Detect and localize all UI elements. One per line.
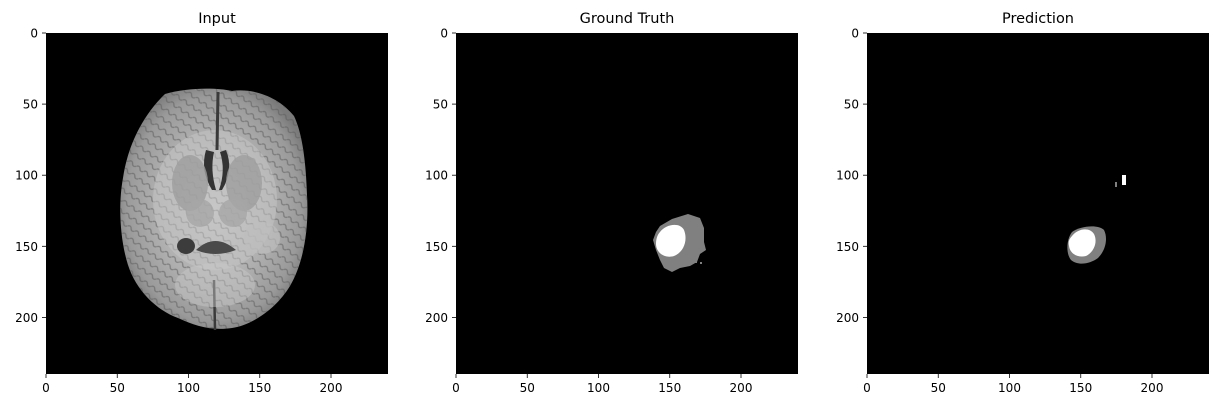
prediction-mask: [1067, 175, 1126, 264]
y-tick-label: 100: [425, 169, 448, 183]
panel-ground-truth: Ground Truth 0 50 100 150 200 0 50: [425, 11, 798, 395]
panel-title-input: Input: [198, 11, 236, 27]
y-tick-label: 100: [836, 169, 859, 183]
brain-mri-image: [120, 88, 308, 331]
panel-title-prediction: Prediction: [1002, 11, 1074, 27]
y-axis: [42, 32, 46, 318]
x-tick-label: 0: [863, 381, 871, 395]
y-tick-label: 200: [425, 311, 448, 325]
panel-input: Input: [15, 11, 388, 395]
x-tick-label: 200: [1141, 381, 1164, 395]
y-tick-label: 50: [844, 98, 859, 112]
x-tick-label: 200: [730, 381, 753, 395]
ground-truth-mask: [653, 214, 706, 272]
x-axis: [455, 374, 742, 378]
x-axis: [866, 374, 1153, 378]
x-tick-label: 50: [520, 381, 535, 395]
y-tick-label: 0: [30, 27, 38, 41]
mask-region-label-2: [1068, 229, 1096, 257]
x-axis: [45, 374, 332, 378]
x-tick-label: 100: [998, 381, 1021, 395]
x-tick-label: 200: [320, 381, 343, 395]
y-tick-label: 0: [851, 27, 859, 41]
panel-prediction: Prediction 0 50 100 150 200 0 50 10: [836, 11, 1209, 395]
y-tick-label: 50: [433, 98, 448, 112]
x-tick-label: 150: [658, 381, 681, 395]
x-tick-label: 50: [110, 381, 125, 395]
x-tick-label: 100: [587, 381, 610, 395]
y-axis: [863, 32, 867, 318]
y-tick-label: 100: [15, 169, 38, 183]
x-tick-label: 0: [42, 381, 50, 395]
x-tick-label: 50: [931, 381, 946, 395]
y-tick-label: 50: [23, 98, 38, 112]
speck-label-1: [1115, 182, 1117, 187]
x-tick-label: 150: [1069, 381, 1092, 395]
y-tick-label: 200: [15, 311, 38, 325]
y-tick-label: 150: [15, 240, 38, 254]
y-tick-label: 150: [836, 240, 859, 254]
x-tick-label: 0: [452, 381, 460, 395]
y-tick-label: 0: [440, 27, 448, 41]
panel-title-ground-truth: Ground Truth: [580, 11, 675, 27]
y-tick-label: 150: [425, 240, 448, 254]
y-tick-label: 200: [836, 311, 859, 325]
speck-label-2: [1122, 175, 1126, 185]
x-tick-label: 100: [177, 381, 200, 395]
x-tick-label: 150: [248, 381, 271, 395]
y-axis: [452, 32, 456, 318]
image-background: [456, 33, 798, 374]
image-background: [867, 33, 1209, 374]
mask-region-label-2: [656, 224, 686, 257]
